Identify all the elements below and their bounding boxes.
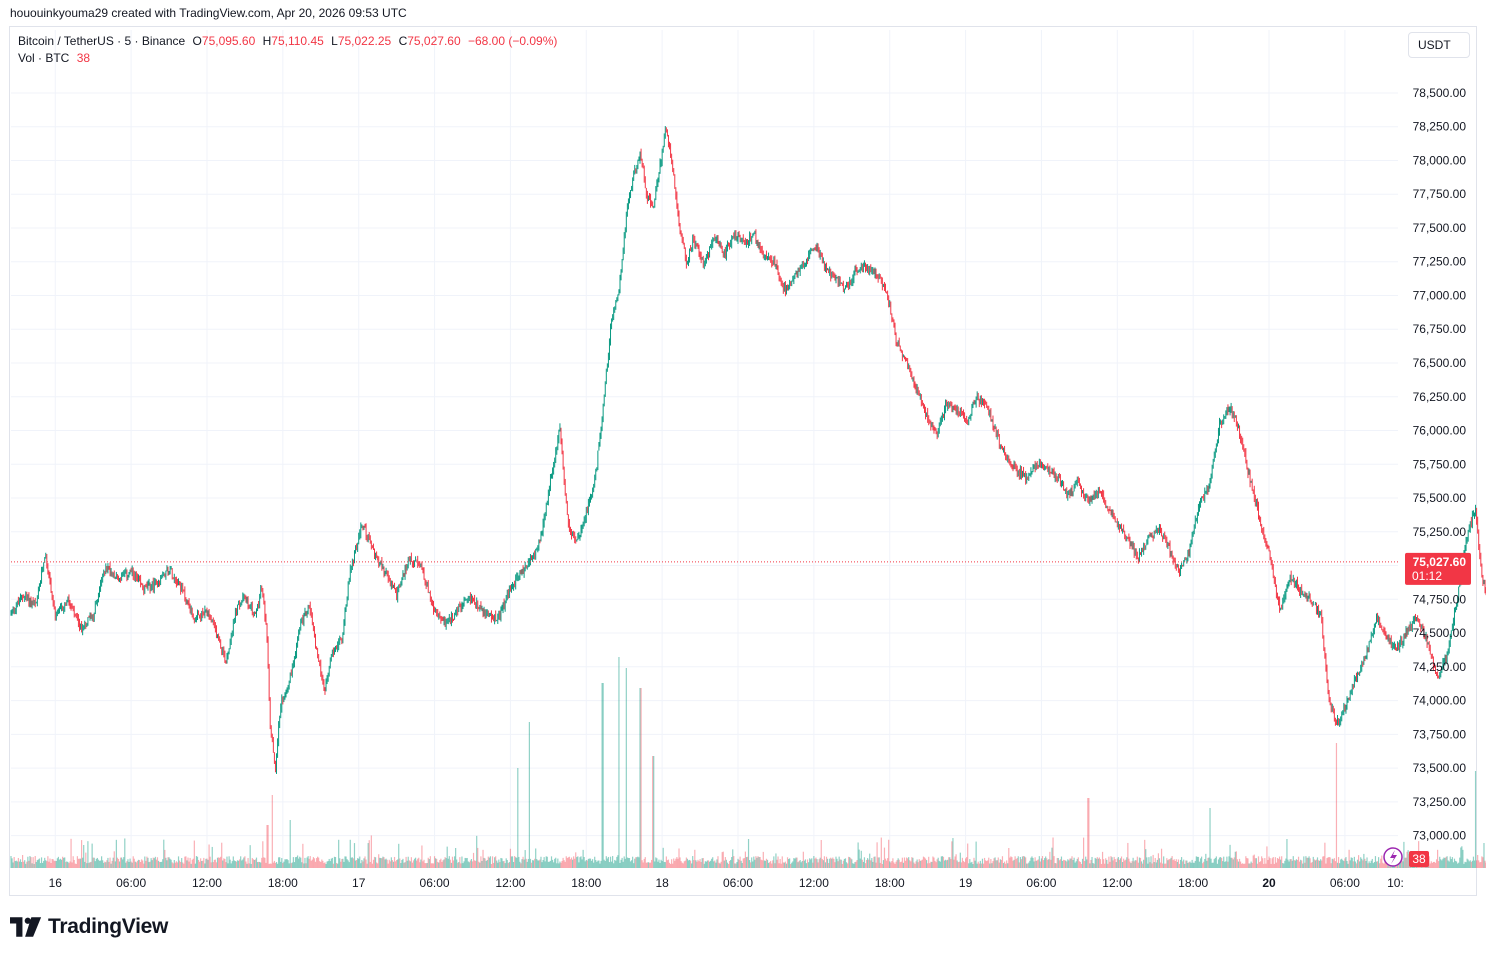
time-tick-label: 20 — [1262, 876, 1276, 890]
price-tick-label: 73,500.00 — [1413, 761, 1467, 775]
time-tick-label: 06:00 — [420, 876, 450, 890]
time-tick-label: 12:00 — [799, 876, 829, 890]
low-value: 75,022.25 — [337, 34, 392, 48]
price-tick-label: 75,250.00 — [1413, 525, 1467, 539]
volume-label: Vol · BTC — [18, 51, 70, 65]
volume-badge-value: 38 — [1412, 852, 1426, 866]
time-axis: 16 06:00 12:00 18:00 17 06:00 12:00 18:00 18 06:0… — [49, 876, 1404, 890]
high-label: H — [262, 34, 272, 48]
time-tick-label: 06:00 — [723, 876, 753, 890]
price-axis: 73,000.00 73,250.00 73,500.00 73,750.00 74,0… — [1413, 86, 1467, 843]
time-tick-label: 06:00 — [1026, 876, 1056, 890]
currency-selector[interactable]: USDT — [1408, 32, 1470, 58]
price-tick-label: 75,500.00 — [1413, 491, 1467, 505]
price-tick-label: 74,750.00 — [1413, 592, 1467, 606]
price-tick-label: 73,250.00 — [1413, 795, 1467, 809]
time-tick-label: 12:00 — [192, 876, 222, 890]
time-tick-label: 10: — [1387, 876, 1404, 890]
grid-lines — [11, 30, 1398, 868]
price-tick-label: 73,750.00 — [1413, 727, 1467, 741]
time-tick-label: 17 — [352, 876, 366, 890]
price-tick-label: 78,500.00 — [1413, 86, 1467, 100]
time-tick-label: 12:00 — [1102, 876, 1132, 890]
time-tick-label: 18:00 — [268, 876, 298, 890]
close-value: 75,027.60 — [407, 34, 461, 48]
price-tick-label: 74,000.00 — [1413, 694, 1467, 708]
price-tick-label: 78,250.00 — [1413, 120, 1467, 134]
time-tick-label: 18:00 — [875, 876, 905, 890]
time-tick-label: 18:00 — [571, 876, 601, 890]
logo-text: TradingView — [48, 915, 169, 938]
price-tick-label: 76,500.00 — [1413, 356, 1467, 370]
price-tick-label: 76,250.00 — [1413, 390, 1467, 404]
price-tick-label: 76,750.00 — [1413, 322, 1467, 336]
time-tick-label: 19 — [959, 876, 973, 890]
volume-bars — [10, 657, 1486, 868]
price-badge-countdown: 01:12 — [1412, 569, 1442, 583]
high-value: 75,110.45 — [271, 34, 324, 48]
open-label: O — [192, 34, 202, 48]
time-tick-label: 18 — [655, 876, 669, 890]
time-tick-label: 16 — [49, 876, 63, 890]
price-tick-label: 77,250.00 — [1413, 255, 1467, 269]
tradingview-logo: TradingView — [10, 915, 168, 939]
price-tick-label: 73,000.00 — [1413, 829, 1467, 843]
symbol-legend: Bitcoin / TetherUS · 5 · Binance O75,095… — [18, 34, 557, 48]
price-tick-label: 78,000.00 — [1413, 153, 1467, 167]
time-tick-label: 06:00 — [1330, 876, 1360, 890]
price-tick-label: 77,500.00 — [1413, 221, 1467, 235]
volume-value: 38 — [76, 51, 91, 65]
time-tick-label: 12:00 — [495, 876, 525, 890]
price-tick-label: 77,750.00 — [1413, 187, 1467, 201]
price-tick-label: 75,750.00 — [1413, 457, 1467, 471]
time-tick-label: 06:00 — [116, 876, 146, 890]
time-tick-label: 18:00 — [1178, 876, 1208, 890]
price-tick-label: 77,000.00 — [1413, 288, 1467, 302]
volume-legend: Vol · BTC 38 — [18, 51, 90, 65]
flash-bolt-icon — [1390, 850, 1397, 864]
price-tick-label: 74,250.00 — [1413, 660, 1467, 674]
price-badge — [1405, 552, 1471, 585]
volume-badge — [1409, 851, 1429, 867]
price-candles — [10, 126, 1486, 774]
close-label: C — [398, 34, 408, 48]
tradingview-logo-icon — [10, 917, 42, 937]
price-tick-label: 74,500.00 — [1413, 626, 1467, 640]
low-label: L — [331, 34, 338, 48]
chart-frame — [9, 26, 1477, 896]
price-badge-value: 75,027.60 — [1413, 555, 1467, 569]
price-tick-label: 76,000.00 — [1413, 424, 1467, 438]
symbol-name: Bitcoin / TetherUS · 5 · Binance — [18, 34, 186, 48]
open-value: 75,095.60 — [201, 34, 256, 48]
chart-credit: hououinkyouma29 created with TradingView… — [10, 6, 407, 20]
change-value: −68.00 (−0.09%) — [467, 34, 558, 48]
